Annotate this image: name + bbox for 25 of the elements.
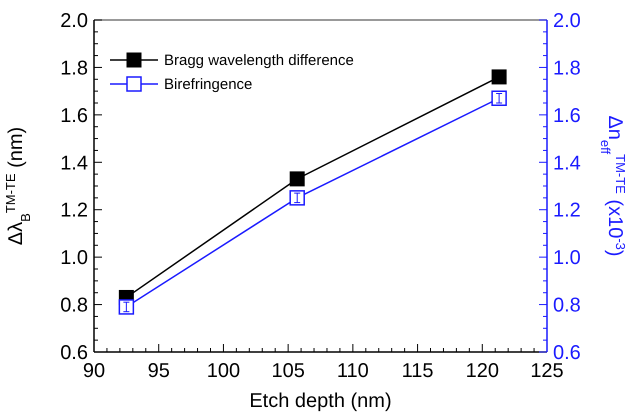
x-tick-label: 100: [206, 360, 240, 382]
y2-tick-label: 1.2: [553, 200, 581, 222]
point: [290, 171, 305, 186]
x-tick-label: 120: [466, 360, 499, 382]
y-tick-label: 1.0: [60, 247, 88, 270]
x-tick-label: 105: [271, 360, 305, 382]
y2-tick-label: 1.0: [553, 247, 581, 270]
y2-tick-label: 0.8: [553, 294, 581, 317]
y-tick-label: 1.2: [60, 200, 88, 222]
y2-tick-label: 1.4: [553, 152, 581, 174]
y2-tick-label: 2.0: [553, 10, 581, 32]
legend-label: Bragg wavelength difference: [164, 52, 354, 69]
y-tick-label: 1.6: [60, 104, 88, 127]
x-axis-title: Etch depth (nm): [249, 390, 392, 412]
x-tick-label: 110: [336, 360, 369, 382]
point: [492, 69, 507, 84]
legend-label: Birefringence: [164, 76, 252, 93]
x-tick-label: 95: [148, 360, 170, 382]
y-tick-label: 1.8: [60, 57, 88, 80]
x-tick-label: 115: [402, 360, 434, 382]
y2-tick-label: 1.6: [553, 104, 581, 127]
y2-tick-label: 1.8: [553, 57, 581, 80]
y-tick-label: 0.8: [60, 294, 88, 317]
y-tick-label: 2.0: [60, 10, 88, 32]
y-tick-label: 1.4: [60, 152, 88, 174]
